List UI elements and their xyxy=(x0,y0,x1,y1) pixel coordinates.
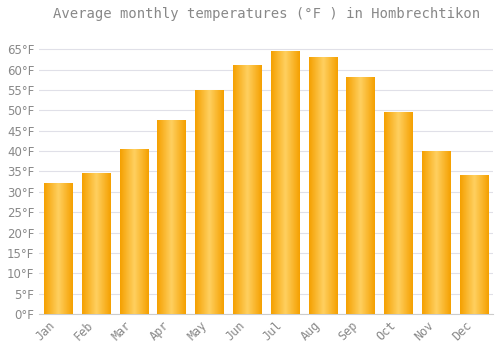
Title: Average monthly temperatures (°F ) in Hombrechtikon: Average monthly temperatures (°F ) in Ho… xyxy=(52,7,480,21)
